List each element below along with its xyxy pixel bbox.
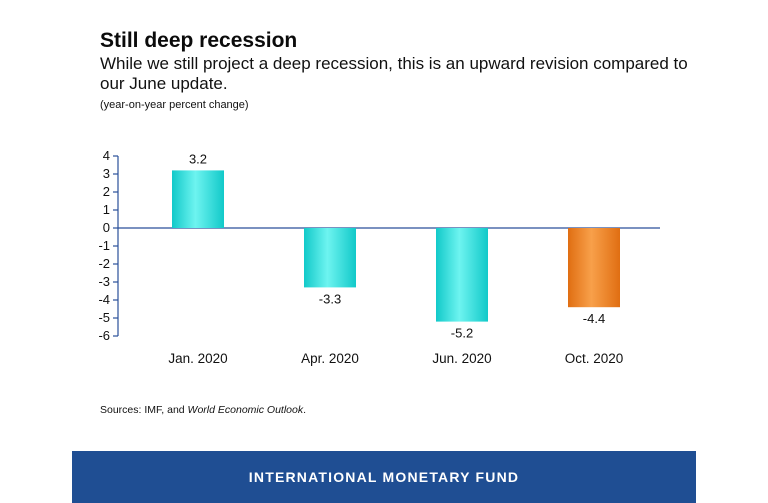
x-category-label: Apr. 2020 xyxy=(301,351,359,366)
data-label: -5.2 xyxy=(451,326,473,341)
chart-subtitle: While we still project a deep recession,… xyxy=(100,54,688,93)
y-tick-label: -1 xyxy=(98,238,110,253)
y-tick-label: -2 xyxy=(98,256,110,271)
y-tick-label: 3 xyxy=(103,166,110,181)
x-category-label: Jun. 2020 xyxy=(432,351,491,366)
y-tick-label: -5 xyxy=(98,310,110,325)
source-note: Sources: IMF, and World Economic Outlook… xyxy=(100,404,306,416)
y-tick-label: -3 xyxy=(98,274,110,289)
y-tick-label: 0 xyxy=(103,220,110,235)
bar-apr-2020 xyxy=(304,228,356,288)
data-label: -4.4 xyxy=(583,311,605,326)
source-prefix: Sources: IMF, and xyxy=(100,404,188,416)
units-note: (year-on-year percent change) xyxy=(100,99,249,111)
org-name: INTERNATIONAL MONETARY FUND xyxy=(248,469,520,485)
source-suffix: . xyxy=(303,404,307,416)
footer-banner: INTERNATIONAL MONETARY FUND xyxy=(72,451,696,503)
y-tick-label: 1 xyxy=(103,202,110,217)
y-tick-label: 2 xyxy=(103,184,110,199)
y-tick-label: -6 xyxy=(98,328,110,343)
y-tick-label: -4 xyxy=(98,292,110,307)
bar-oct-2020 xyxy=(568,228,620,308)
x-category-label: Oct. 2020 xyxy=(565,351,624,366)
source-publication: World Economic Outlook xyxy=(187,404,304,416)
chart-title: Still deep recession xyxy=(100,29,298,52)
y-tick-label: 4 xyxy=(103,148,110,163)
data-label: 3.2 xyxy=(189,151,207,166)
x-category-label: Jan. 2020 xyxy=(168,351,227,366)
bar-jun-2020 xyxy=(436,228,488,322)
data-label: -3.3 xyxy=(319,291,341,306)
bar-chart: 4 3 2 1 0 -1 -2 -3 -4 -5 -6 3.2 Jan. 2020 -3.3 Apr. 20… xyxy=(98,148,660,366)
bar-jan-2020 xyxy=(172,170,224,228)
